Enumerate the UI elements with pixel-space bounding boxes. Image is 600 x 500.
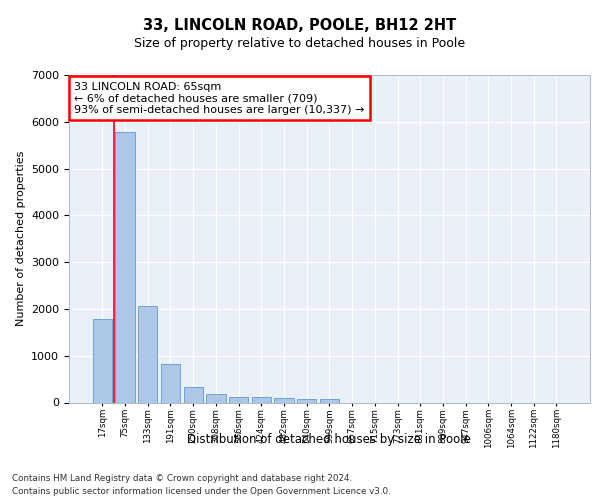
Text: Distribution of detached houses by size in Poole: Distribution of detached houses by size … [187,432,471,446]
Bar [320,400,339,402]
Y-axis label: Number of detached properties: Number of detached properties [16,151,26,326]
Text: Size of property relative to detached houses in Poole: Size of property relative to detached ho… [134,38,466,51]
Text: Contains HM Land Registry data © Crown copyright and database right 2024.: Contains HM Land Registry data © Crown c… [12,474,352,483]
Bar [161,364,180,403]
Bar [297,399,316,402]
Bar [274,398,293,402]
Bar [251,398,271,402]
Text: Contains public sector information licensed under the Open Government Licence v3: Contains public sector information licen… [12,487,391,496]
Bar [206,394,226,402]
Text: 33, LINCOLN ROAD, POOLE, BH12 2HT: 33, LINCOLN ROAD, POOLE, BH12 2HT [143,18,457,32]
Bar [138,306,157,402]
Text: 33 LINCOLN ROAD: 65sqm
← 6% of detached houses are smaller (709)
93% of semi-det: 33 LINCOLN ROAD: 65sqm ← 6% of detached … [74,82,365,114]
Bar [115,132,134,402]
Bar [184,386,203,402]
Bar [229,397,248,402]
Bar [92,319,112,402]
